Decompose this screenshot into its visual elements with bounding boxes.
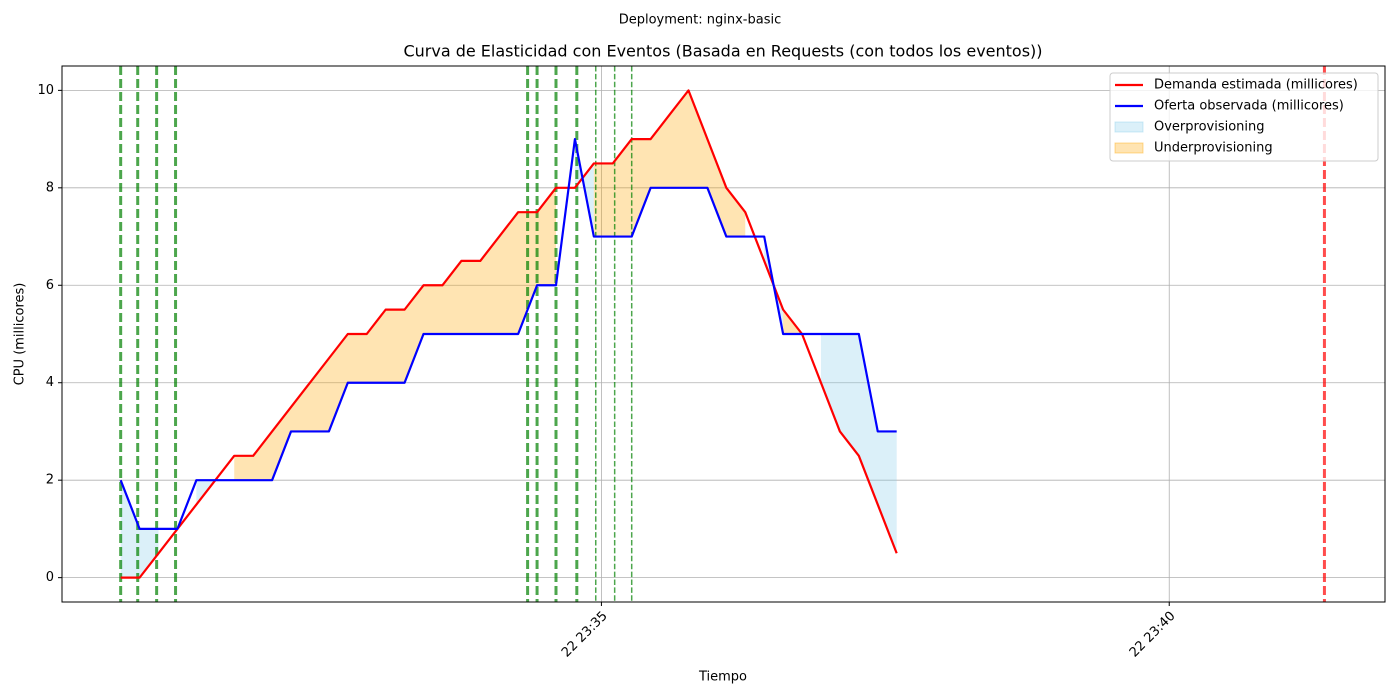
y-tick-label: 0 [46,570,54,585]
fill-area [120,480,159,578]
fill-area [820,334,897,554]
series-line [119,137,897,531]
y-axis-label: CPU (millicores) [13,283,28,386]
legend-swatch [1114,142,1144,154]
y-tick-label: 8 [46,180,54,195]
y-tick-label: 6 [46,278,54,293]
legend-label: Oferta observada (millicores) [1154,99,1344,114]
series-line [120,89,898,579]
legend-label: Overprovisioning [1154,120,1265,135]
legend-swatch [1114,121,1144,133]
x-axis-label: Tiempo [698,670,747,685]
plot [119,66,1326,602]
plot-frame [61,65,1386,603]
legend-label: Underprovisioning [1154,141,1273,156]
suptitle: Deployment: nginx-basic [619,13,782,28]
chart-title: Curva de Elasticidad con Eventos (Basada… [403,42,1042,61]
legend-box [1109,72,1379,162]
legend-label: Demanda estimada (millicores) [1154,78,1358,93]
y-tick-label: 4 [46,375,54,390]
y-tick-label: 10 [37,83,54,98]
fill-area [593,90,746,237]
y-tick-label: 2 [46,473,54,488]
